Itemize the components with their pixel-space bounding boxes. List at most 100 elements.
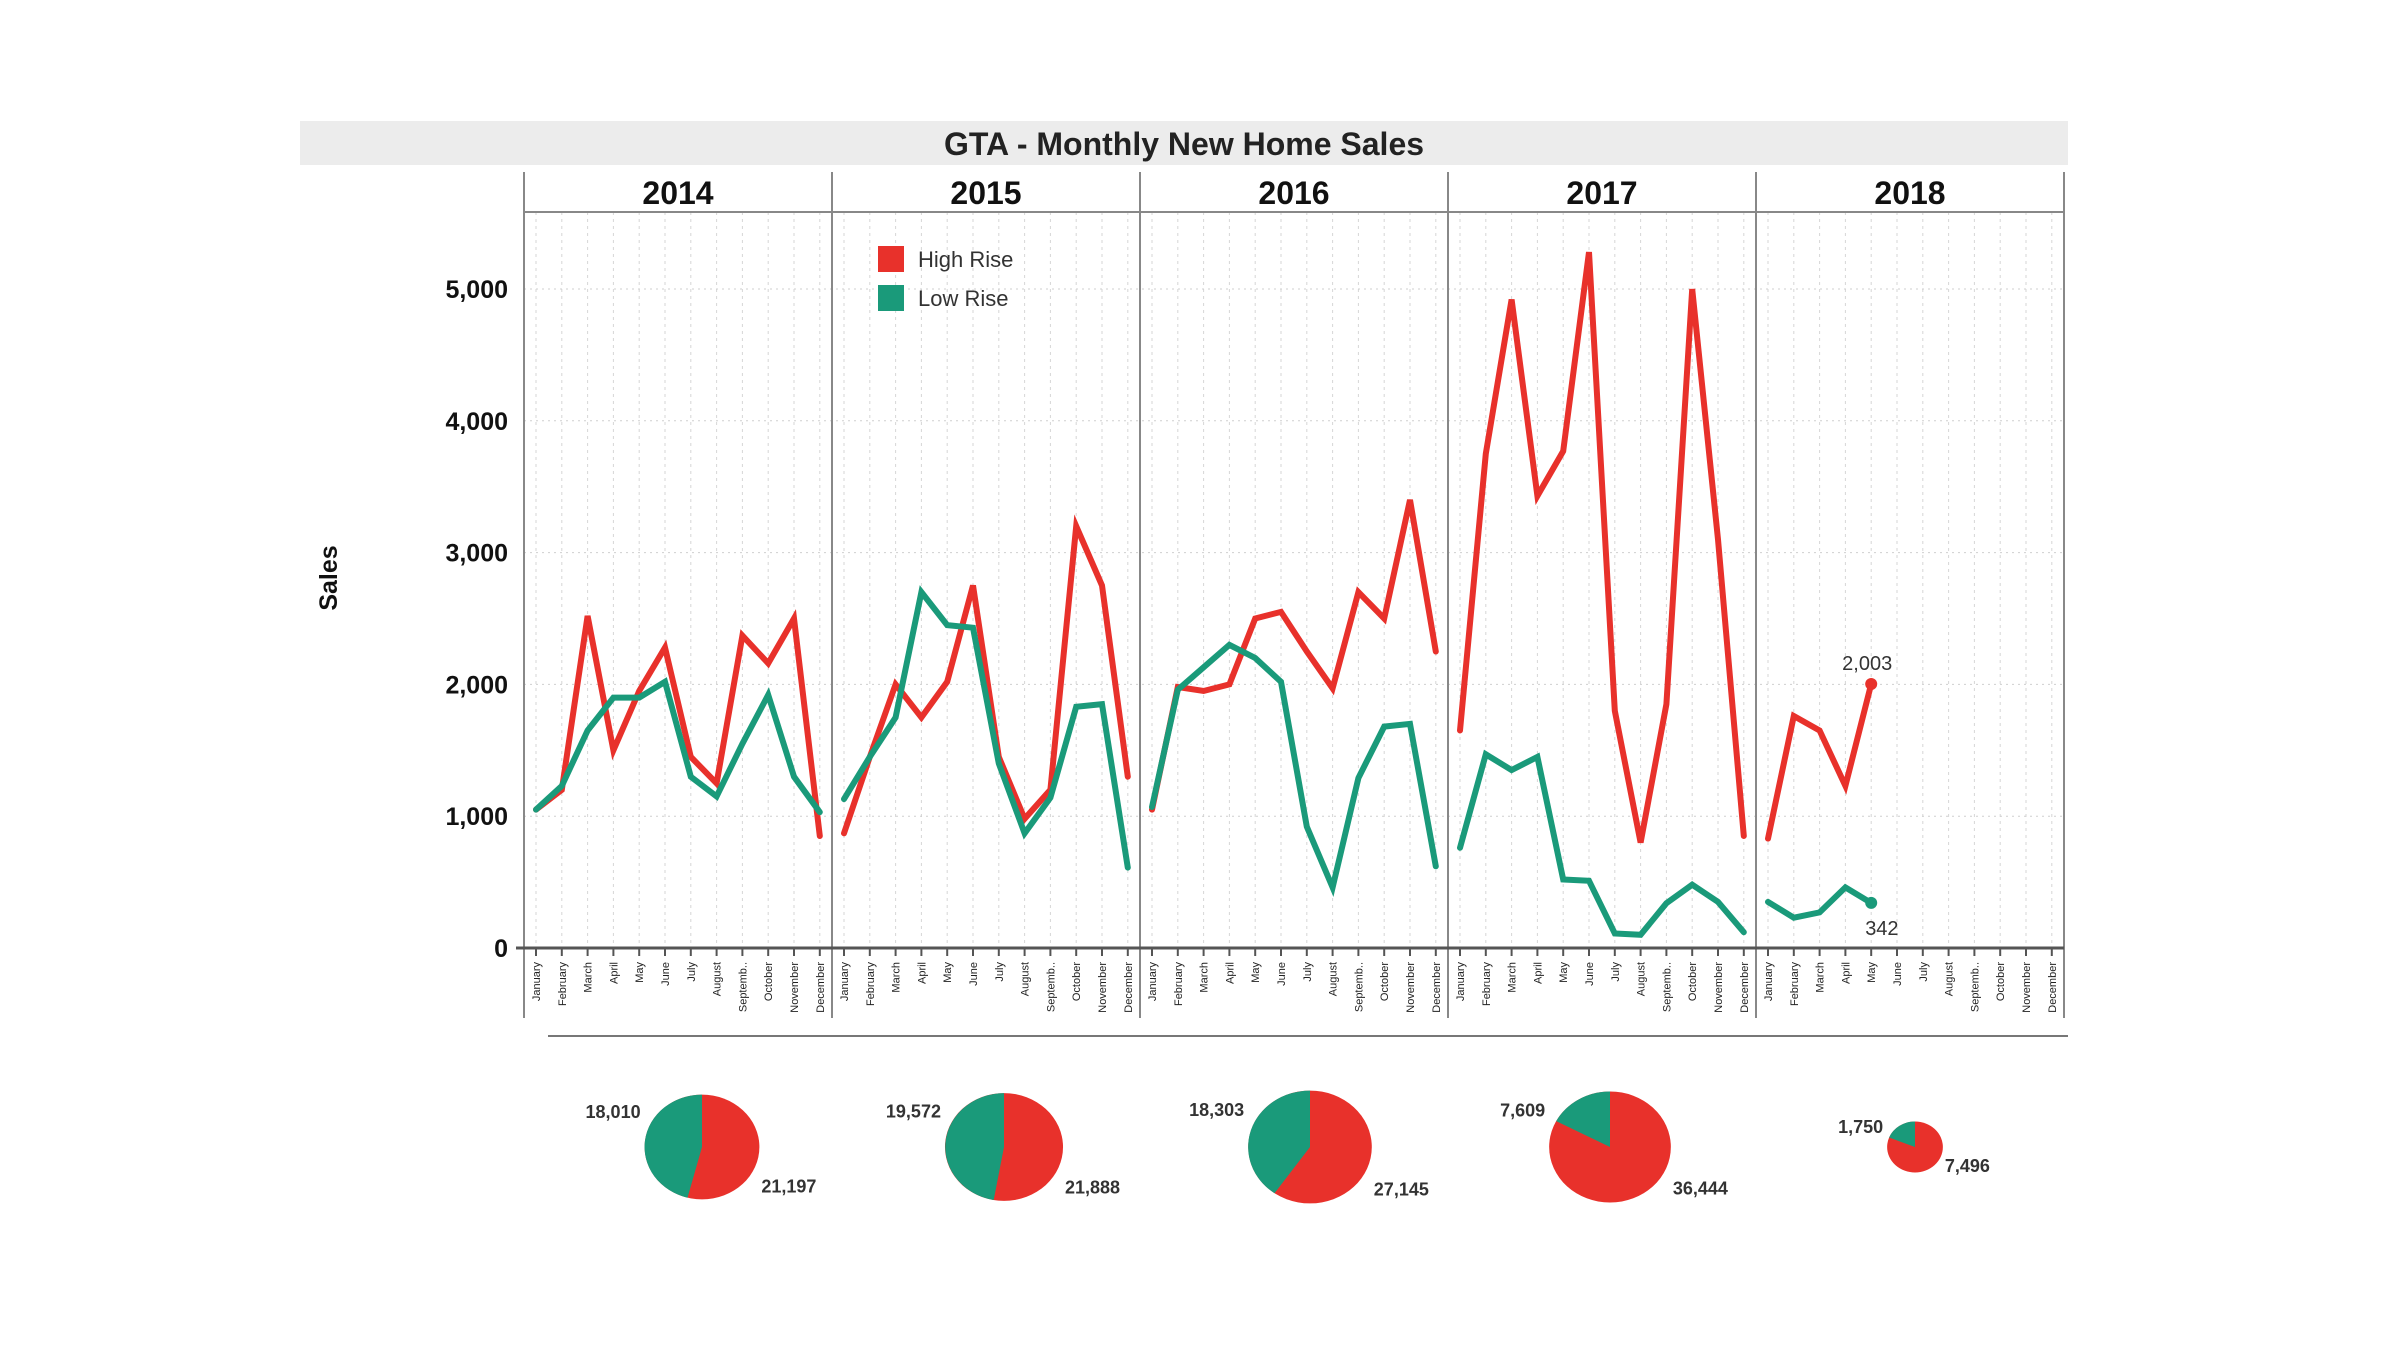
month-label: Septemb..	[1969, 962, 1981, 1012]
month-label: June	[1584, 962, 1596, 986]
month-label: November	[789, 962, 801, 1013]
month-label: May	[1558, 962, 1570, 983]
pie-2015: 19,572 21,888	[886, 1093, 1120, 1201]
legend-label-high-rise: High Rise	[918, 247, 1013, 272]
month-label: January	[1455, 962, 1467, 1002]
endpoint-label-low-rise: 342	[1865, 918, 1898, 940]
month-label: December	[815, 962, 827, 1013]
year-header-2015: 2015	[950, 175, 1021, 211]
month-label: December	[1123, 962, 1135, 1013]
pie-label-low-rise: 19,572	[886, 1101, 941, 1121]
month-label: October	[1071, 962, 1083, 1001]
pie-label-high-rise: 21,197	[761, 1176, 816, 1196]
month-label: Septemb..	[737, 962, 749, 1012]
pie-2016: 18,303 27,145	[1189, 1090, 1429, 1204]
month-label: May	[634, 962, 646, 983]
month-label: January	[1763, 962, 1775, 1002]
month-label: Septemb..	[1045, 962, 1057, 1012]
month-label: May	[1250, 962, 1262, 983]
line-high-rise-2014	[533, 609, 823, 839]
month-label: April	[1532, 962, 1544, 984]
month-label: August	[712, 962, 724, 996]
month-label: December	[1431, 962, 1443, 1013]
series-lines	[533, 251, 1875, 938]
month-label: August	[1944, 962, 1956, 996]
y-axis-label: Sales	[315, 545, 343, 610]
year-headers: 2014 2015 2016 2017 2018	[642, 175, 1945, 211]
pie-2014: 18,010 21,197	[586, 1094, 816, 1200]
month-label: June	[1276, 962, 1288, 986]
pie-label-low-rise: 18,010	[586, 1102, 641, 1122]
month-label: February	[557, 962, 569, 1007]
line-low-rise-2017	[1457, 749, 1747, 938]
year-header-2018: 2018	[1874, 175, 1945, 211]
y-tick-label: 4,000	[445, 408, 508, 436]
pie-label-low-rise: 18,303	[1189, 1100, 1244, 1120]
line-low-rise-2016	[1149, 641, 1439, 897]
month-label: July	[1918, 962, 1930, 982]
pie-label-low-rise: 7,609	[1500, 1100, 1545, 1120]
month-label: June	[660, 962, 672, 986]
month-label: October	[1379, 962, 1391, 1001]
month-label: July	[1610, 962, 1622, 982]
month-label: May	[942, 962, 954, 983]
year-header-2014: 2014	[642, 175, 713, 211]
month-label: February	[1173, 962, 1185, 1007]
line-high-rise-2018	[1765, 681, 1875, 842]
pie-label-high-rise: 36,444	[1673, 1179, 1728, 1199]
month-label: November	[1405, 962, 1417, 1013]
month-label: December	[1739, 962, 1751, 1013]
line-high-rise-2017	[1457, 251, 1747, 844]
line-low-rise-2018	[1765, 883, 1875, 921]
y-tick-label: 0	[494, 935, 508, 963]
month-label: July	[1302, 962, 1314, 982]
month-label: August	[1020, 962, 1032, 996]
month-label: March	[891, 962, 903, 993]
month-label: March	[583, 962, 595, 993]
month-label: March	[1815, 962, 1827, 993]
pie-2017: 7,609 36,444	[1500, 1091, 1728, 1203]
month-label: November	[2021, 962, 2033, 1013]
month-labels: January February March April May June July Augu…	[531, 962, 2059, 1013]
legend-label-low-rise: Low Rise	[918, 286, 1008, 311]
line-high-rise-2016	[1149, 499, 1439, 813]
endpoint-dot-low-rise	[1865, 896, 1878, 909]
endpoint-dot-high-rise	[1865, 678, 1878, 691]
month-label: June	[968, 962, 980, 986]
endpoint-label-high-rise: 2,003	[1842, 653, 1892, 675]
month-label: August	[1328, 962, 1340, 996]
year-header-2017: 2017	[1566, 175, 1637, 211]
y-tick-label: 2,000	[445, 671, 508, 699]
pie-label-low-rise: 1,750	[1838, 1117, 1883, 1137]
month-label: October	[1995, 962, 2007, 1001]
line-low-rise-2014	[533, 677, 823, 816]
month-label: November	[1097, 962, 1109, 1013]
legend: High Rise Low Rise	[878, 246, 1013, 311]
pie-slice-low-rise	[1556, 1091, 1610, 1147]
pie-label-high-rise: 27,145	[1374, 1179, 1429, 1199]
month-label: July	[686, 962, 698, 982]
chart-title: GTA - Monthly New Home Sales	[944, 126, 1424, 162]
month-label: January	[1147, 962, 1159, 1002]
month-label: May	[1866, 962, 1878, 983]
month-label: December	[2047, 962, 2059, 1013]
month-label: October	[1687, 962, 1699, 1001]
pie-slice-low-rise	[1889, 1121, 1915, 1147]
grid	[524, 212, 2064, 948]
year-header-2016: 2016	[1258, 175, 1329, 211]
panel-frames	[516, 172, 2065, 1018]
annotations: 2,003 342	[1842, 653, 1898, 940]
pie-label-high-rise: 7,496	[1945, 1156, 1990, 1176]
month-label: November	[1713, 962, 1725, 1013]
pie-slice-low-rise	[1248, 1090, 1310, 1194]
pies: 18,010 21,197 19,572 21,888 18,303 27,145 7,60…	[586, 1090, 1990, 1204]
month-label: January	[839, 962, 851, 1002]
pie-slice-low-rise	[644, 1094, 702, 1198]
month-label: February	[865, 962, 877, 1007]
title-band	[300, 121, 2068, 165]
line-high-rise-2015	[841, 514, 1131, 837]
month-label: Septemb..	[1353, 962, 1365, 1012]
pie-2018: 1,750 7,496	[1838, 1117, 1990, 1176]
